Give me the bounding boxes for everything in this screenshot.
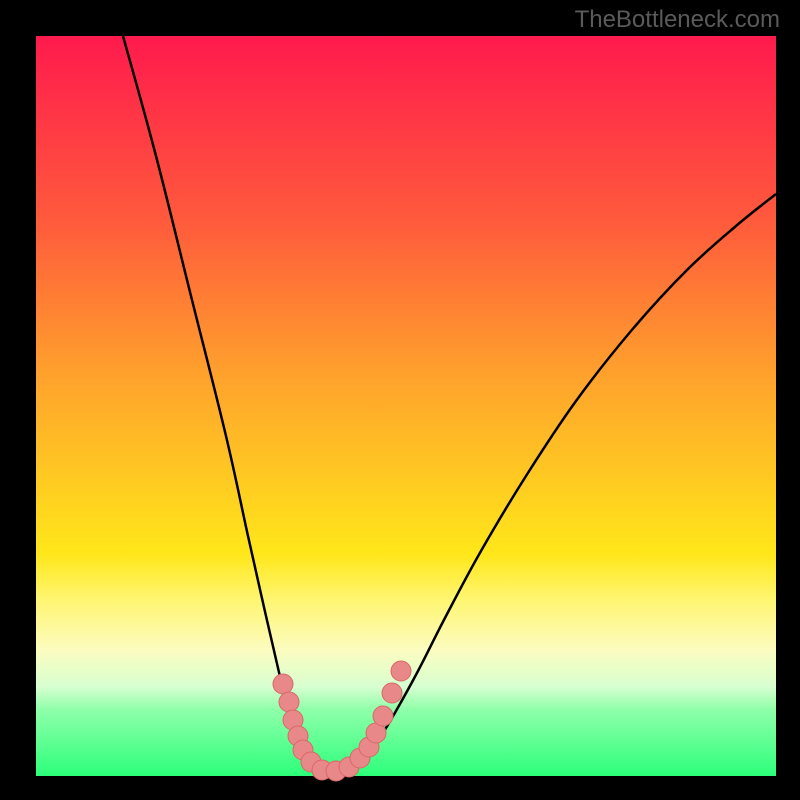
chart-svg xyxy=(0,0,800,800)
marker-point xyxy=(382,683,402,703)
marker-point xyxy=(279,692,299,712)
watermark-text: TheBottleneck.com xyxy=(575,6,780,34)
marker-point xyxy=(391,661,411,681)
marker-point xyxy=(373,706,393,726)
marker-group xyxy=(273,661,411,781)
marker-point xyxy=(273,674,293,694)
bottleneck-curve-left xyxy=(123,36,332,772)
